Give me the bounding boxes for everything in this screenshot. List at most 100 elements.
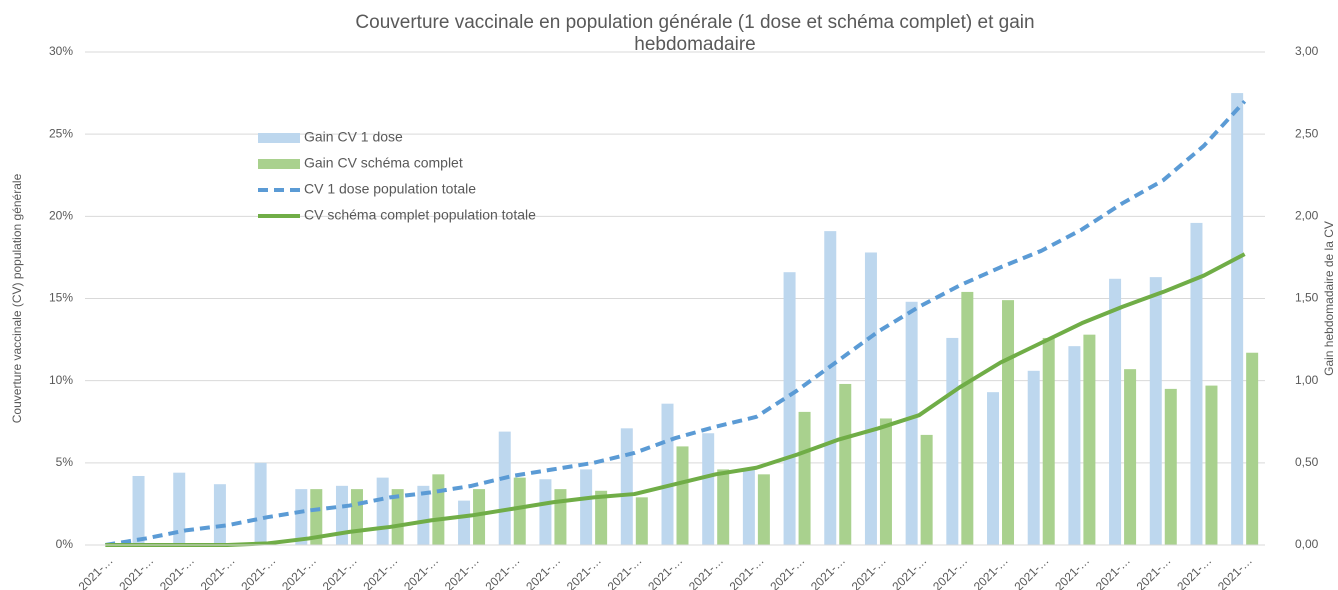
y2-axis-label: Gain hebdomadaire de la CV — [1322, 221, 1336, 376]
bar — [742, 469, 755, 545]
bar — [635, 497, 648, 545]
x-tick-label: 2021-… — [320, 553, 360, 590]
bar — [473, 489, 486, 545]
x-tick-label: 2021-… — [1215, 553, 1255, 590]
bar — [987, 392, 1000, 545]
x-tick-label: 2021-… — [1052, 553, 1092, 590]
legend-swatch — [258, 133, 300, 143]
y-tick-label: 15% — [49, 291, 73, 305]
bar — [1002, 300, 1015, 545]
bar — [1231, 93, 1244, 545]
bar — [1246, 352, 1259, 545]
y2-tick-label: 0,00 — [1295, 537, 1319, 551]
bar — [1164, 388, 1177, 545]
bar — [498, 431, 511, 545]
bar — [879, 418, 892, 545]
bar — [310, 489, 323, 545]
legend-label: Gain CV schéma complet — [304, 155, 463, 171]
x-tick-label: 2021-… — [767, 553, 807, 590]
bar — [213, 484, 226, 545]
legend-label: CV 1 dose population totale — [304, 181, 476, 197]
bar — [783, 272, 796, 545]
x-tick-label: 2021-… — [971, 553, 1011, 590]
y-tick-label: 10% — [49, 373, 73, 387]
bar — [350, 489, 363, 545]
bar — [661, 403, 674, 545]
x-tick-label: 2021-… — [483, 553, 523, 590]
y2-tick-label: 2,50 — [1295, 126, 1319, 140]
bar — [417, 485, 430, 545]
x-tick-label: 2021-… — [198, 553, 238, 590]
bar — [757, 474, 770, 545]
bar — [824, 231, 837, 545]
x-tick-label: 2021-… — [1134, 553, 1174, 590]
y-tick-label: 20% — [49, 209, 73, 223]
x-tick-label: 2021-… — [1093, 553, 1133, 590]
x-tick-label: 2021-… — [808, 553, 848, 590]
bar — [1042, 337, 1055, 545]
x-tick-label: 2021-… — [930, 553, 970, 590]
bar — [961, 291, 974, 545]
bar — [1149, 277, 1162, 545]
bar — [717, 469, 730, 545]
x-tick-label: 2021-… — [360, 553, 400, 590]
line — [105, 99, 1247, 547]
x-tick-label: 2021-… — [727, 553, 767, 590]
y-tick-label: 0% — [56, 537, 74, 551]
x-tick-label: 2021-… — [157, 553, 197, 590]
bar — [920, 434, 933, 545]
x-tick-label: 2021-… — [76, 553, 116, 590]
bar — [676, 446, 689, 545]
line — [105, 252, 1246, 547]
x-tick-label: 2021-… — [605, 553, 645, 590]
bar — [458, 500, 471, 545]
y2-tick-label: 1,00 — [1295, 373, 1319, 387]
x-tick-label: 2021-… — [238, 553, 278, 590]
y2-tick-label: 2,00 — [1295, 209, 1319, 223]
x-tick-label: 2021-… — [116, 553, 156, 590]
bar — [554, 489, 567, 545]
bar — [905, 301, 918, 545]
bar — [839, 383, 852, 545]
bar — [702, 433, 715, 545]
bar — [376, 477, 389, 545]
bar — [539, 479, 552, 545]
bar — [864, 252, 877, 545]
x-tick-label: 2021-… — [1174, 553, 1214, 590]
bar — [254, 462, 267, 545]
x-tick-label: 2021-… — [401, 553, 441, 590]
bar — [798, 411, 811, 545]
bar — [946, 337, 959, 545]
y-axis-label: Couverture vaccinale (CV) population gén… — [10, 173, 24, 423]
chart-title: Couverture vaccinale en population génér… — [355, 12, 1035, 55]
y2-tick-label: 1,50 — [1295, 291, 1319, 305]
bar — [1205, 385, 1218, 545]
bar — [391, 489, 404, 545]
x-tick-label: 2021-… — [849, 553, 889, 590]
x-tick-label: 2021-… — [1011, 553, 1051, 590]
bar — [620, 428, 633, 545]
x-tick-label: 2021-… — [564, 553, 604, 590]
bar — [1109, 278, 1122, 545]
bar — [595, 490, 608, 545]
x-tick-label: 2021-… — [442, 553, 482, 590]
bar — [1124, 369, 1137, 545]
legend-label: CV schéma complet population totale — [304, 207, 536, 223]
x-tick-label: 2021-… — [686, 553, 726, 590]
y-tick-label: 5% — [56, 455, 74, 469]
bar — [295, 489, 308, 545]
bar — [335, 485, 348, 545]
x-tick-label: 2021-… — [889, 553, 929, 590]
y2-tick-label: 0,50 — [1295, 455, 1319, 469]
y-tick-label: 25% — [49, 126, 73, 140]
x-tick-label: 2021-… — [645, 553, 685, 590]
y2-tick-label: 3,00 — [1295, 44, 1319, 58]
bar — [132, 475, 145, 545]
bar — [1068, 346, 1081, 545]
bar — [1083, 334, 1096, 545]
legend-label: Gain CV 1 dose — [304, 129, 403, 145]
x-tick-label: 2021-… — [523, 553, 563, 590]
legend-swatch — [258, 159, 300, 169]
